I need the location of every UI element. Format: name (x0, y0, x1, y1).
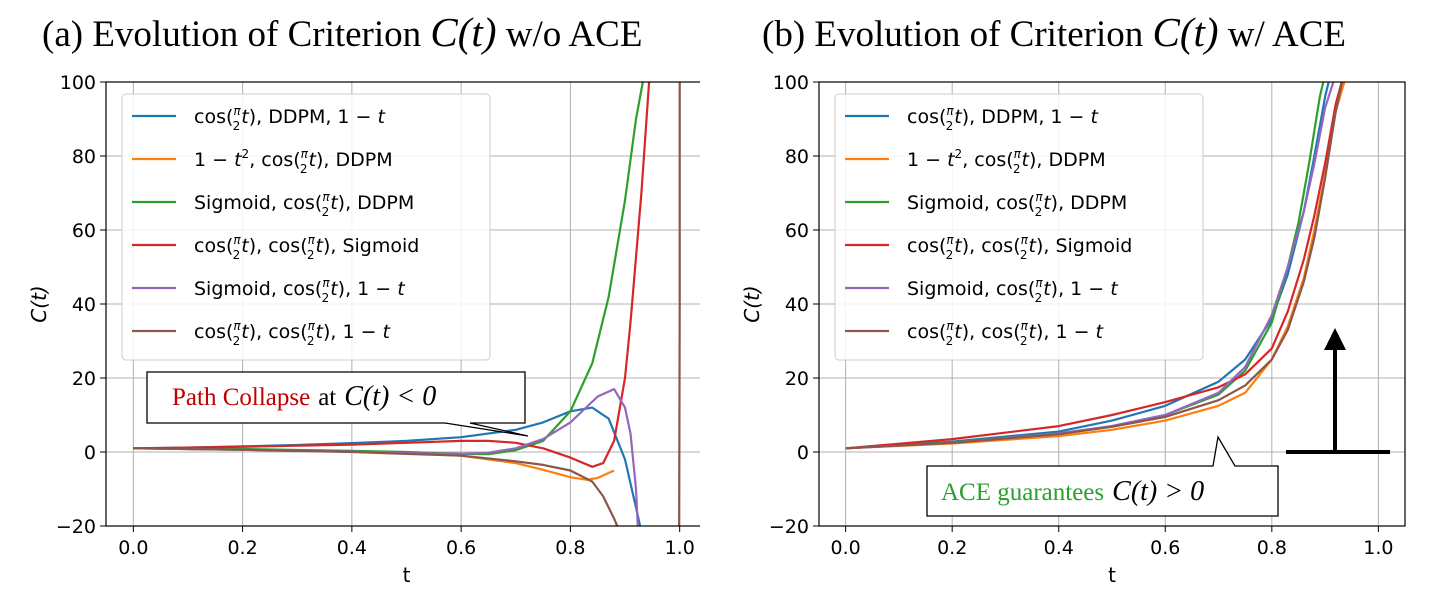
a-xtick-label: 0.0 (118, 537, 148, 559)
a-legend-label-2: Sigmoid, cos(π 2t), DDPM (194, 190, 414, 219)
b-legend-box (834, 93, 1204, 361)
b-ytick-label: 100 (773, 72, 809, 94)
panel-b-title-math: C(t) (1152, 9, 1219, 55)
a-legend: cos(π 2t), DDPM, 1 − t 1 − t2, cos(π 2t), D… (121, 93, 491, 361)
b-ytick-label: 0 (797, 442, 809, 464)
panel-a-title-suffix: w/o ACE (505, 14, 643, 55)
b-xtick-label: 0.0 (831, 537, 861, 559)
a-legend-label-1: 1 − t2, cos(π 2t), DDPM (194, 147, 393, 176)
panel-a-title-prefix: (a) Evolution of Criterion (42, 14, 422, 55)
chart-a: 0.0 0.2 0.4 0.6 0.8 1.0 −20 0 20 40 60 80 100 t C(t) co… (27, 72, 700, 587)
b-axes-frame (818, 81, 1406, 527)
a-legend-label-0: cos(π 2t), DDPM, 1 − t (194, 104, 387, 133)
panel-b-title-suffix: w/ ACE (1227, 14, 1347, 55)
callout-b-box (926, 435, 1279, 517)
b-xtick-label: 0.4 (1044, 537, 1074, 559)
panel-b-title: (b) Evolution of Criterion C(t) w/ ACE (762, 8, 1346, 56)
a-ylabel: C(t) (27, 285, 51, 322)
b-ytick-label: 20 (785, 368, 809, 390)
b-legend-label-0: cos(π 2t), DDPM, 1 − t (907, 104, 1100, 133)
b-series-line-0 (845, 82, 1330, 450)
b-ytick-label: 40 (785, 294, 809, 316)
b-series-line-3 (845, 82, 1343, 450)
callout-a-math: C(t) < 0 (344, 381, 436, 412)
a-xtick-label: 0.8 (555, 537, 585, 559)
callout-b-text: ACE guarantees C(t) > 0 (941, 476, 1204, 507)
b-legend-label-2: Sigmoid, cos(π 2t), DDPM (907, 190, 1127, 219)
a-xtick-label: 0.2 (227, 537, 257, 559)
callout-a-plain: at (318, 384, 336, 411)
panel-a-title-math: C(t) (430, 9, 497, 55)
a-legend-label-5: cos(π 2t), cos(π 2t), 1 − t (194, 319, 392, 348)
b-xtick-label: 0.2 (937, 537, 967, 559)
a-ytick-label: 40 (72, 294, 96, 316)
b-ytick-label: −20 (769, 516, 809, 538)
b-legend-label-1: 1 − t2, cos(π 2t), DDPM (907, 147, 1106, 176)
a-ytick-label: 80 (72, 146, 96, 168)
b-xtick-label: 0.8 (1257, 537, 1287, 559)
a-series-group (133, 82, 681, 526)
a-ytick-label: 20 (72, 368, 96, 390)
chart-b: 0.0 0.2 0.4 0.6 0.8 1.0 −20 0 20 40 60 80 100 t C(t) co… (740, 72, 1406, 587)
b-series-line-5 (845, 82, 1344, 450)
a-xtick-label: 0.6 (446, 537, 476, 559)
a-legend-label-3: cos(π 2t), cos(π 2t), Sigmoid (194, 233, 419, 262)
a-xtick-label: 0.4 (337, 537, 367, 559)
a-ytick-label: 60 (72, 220, 96, 242)
b-ytick-label: 60 (785, 220, 809, 242)
panel-b-title-prefix: (b) Evolution of Criterion (762, 14, 1144, 55)
a-ytick-label: 0 (84, 442, 96, 464)
b-series-group (845, 82, 1346, 450)
b-legend-label-3: cos(π 2t), cos(π 2t), Sigmoid (907, 233, 1132, 262)
b-legend-label-5: cos(π 2t), cos(π 2t), 1 − t (907, 319, 1105, 348)
a-series-line-6 (678, 82, 681, 526)
b-ytick-label: 80 (785, 146, 809, 168)
b-xlabel: t (1108, 563, 1116, 587)
arrow-head (1324, 328, 1346, 350)
b-legend: cos(π 2t), DDPM, 1 − t 1 − t2, cos(π 2t), D… (834, 93, 1204, 361)
a-ytick-label: 100 (60, 72, 96, 94)
a-series-line-3 (133, 82, 651, 468)
panel-a-title: (a) Evolution of Criterion C(t) w/o ACE (42, 8, 642, 56)
b-xtick-label: 0.6 (1150, 537, 1180, 559)
a-xlabel: t (403, 563, 411, 587)
a-xtick-label: 1.0 (665, 537, 695, 559)
callout-a-highlight: Path Collapse (172, 384, 310, 411)
a-legend-box (121, 93, 491, 361)
a-axes-frame (105, 81, 700, 527)
a-ytick-label: −20 (56, 516, 96, 538)
callout-b-math: C(t) > 0 (1112, 476, 1204, 507)
a-legend-label-4: Sigmoid, cos(π 2t), 1 − t (194, 276, 406, 305)
callout-a-text: Path Collapse at C(t) < 0 (172, 381, 436, 412)
callout-b-highlight: ACE guarantees (941, 479, 1104, 506)
a-series-line-5 (133, 447, 619, 526)
callout-a-box (146, 371, 529, 437)
b-legend-label-4: Sigmoid, cos(π 2t), 1 − t (907, 276, 1119, 305)
b-xtick-label: 1.0 (1363, 537, 1393, 559)
b-ylabel: C(t) (740, 285, 764, 322)
